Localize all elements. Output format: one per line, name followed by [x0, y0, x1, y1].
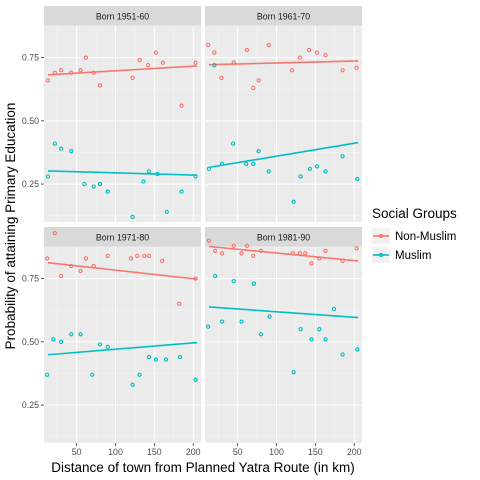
x-tick-label: 150 — [147, 447, 162, 457]
y-tick-label: 0.25 — [22, 400, 39, 410]
panel-background — [44, 26, 201, 222]
x-tick-label: 100 — [108, 447, 123, 457]
facet-strip-label: Born 1981-90 — [257, 233, 310, 243]
x-axis-title: Distance of town from Planned Yatra Rout… — [51, 460, 354, 475]
y-tick-label: 0.25 — [22, 179, 39, 189]
facet-strip-label: Born 1961-70 — [257, 12, 310, 22]
facet-panel: Born 1971-80 — [44, 227, 201, 443]
legend-title: Social Groups — [372, 206, 457, 221]
panel-background — [205, 26, 362, 222]
y-tick-label: 0.75 — [22, 53, 39, 63]
panels-layer: Born 1951-60 Born 1961-70 Born 1971-80 Born… — [44, 6, 362, 443]
panel-background — [205, 247, 362, 443]
facet-panel: Born 1981-90 — [205, 227, 362, 443]
y-axis-title: Probability of attaining Primary Educati… — [3, 103, 18, 350]
y-tick-label: 0.75 — [22, 274, 39, 284]
legend: Social Groups Non-Muslim Muslim — [372, 206, 457, 263]
x-tick-label: 200 — [186, 447, 201, 457]
x-tick-label: 150 — [308, 447, 323, 457]
legend-item: Non-Muslim — [372, 228, 456, 244]
legend-label: Non-Muslim — [395, 231, 456, 243]
y-tick-label: 0.50 — [22, 337, 39, 347]
facet-strip-label: Born 1971-80 — [96, 233, 149, 243]
facet-strip-label: Born 1951-60 — [96, 12, 149, 22]
x-tick-label: 200 — [347, 447, 362, 457]
x-tick-label: 50 — [233, 447, 243, 457]
y-tick-label: 0.50 — [22, 116, 39, 126]
facet-panel: Born 1951-60 — [44, 6, 201, 222]
facet-panel: Born 1961-70 — [205, 6, 362, 222]
legend-item: Muslim — [372, 247, 431, 263]
legend-items: Non-Muslim Muslim — [372, 228, 456, 263]
x-tick-label: 50 — [72, 447, 82, 457]
legend-label: Muslim — [395, 250, 431, 262]
x-tick-label: 100 — [269, 447, 284, 457]
